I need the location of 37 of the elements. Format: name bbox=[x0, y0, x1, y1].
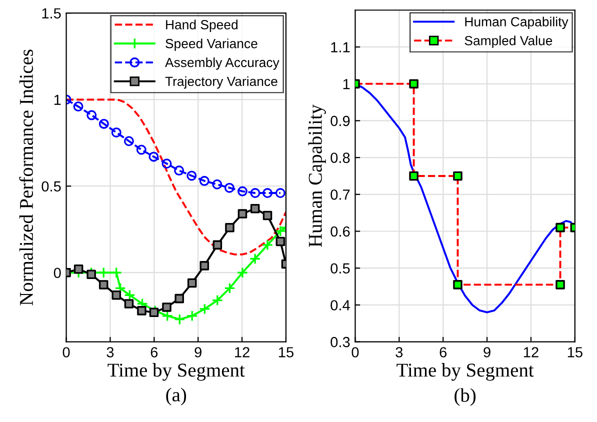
y-tick-label: 0.3 bbox=[330, 336, 350, 348]
legend-label: Sampled Value bbox=[464, 36, 552, 48]
y-tick-label: 0.4 bbox=[330, 300, 350, 310]
legend-label: Trajectory Variance bbox=[165, 76, 278, 89]
x-tick-label: 9 bbox=[484, 347, 490, 358]
y-tick-label: 1.1 bbox=[331, 42, 350, 52]
y-tick-label: 0.6 bbox=[330, 226, 350, 237]
y-tick-label: 1.5 bbox=[42, 8, 61, 19]
legend-label: Hand Speed bbox=[166, 20, 238, 32]
x-tick-label: 9 bbox=[194, 347, 202, 358]
x-axis-title: Time by Segment bbox=[108, 363, 245, 381]
x-tick-label: 15 bbox=[278, 347, 294, 358]
legend-label: Speed Variance bbox=[166, 38, 258, 51]
text: (b) bbox=[454, 388, 476, 406]
x-tick-label: 3 bbox=[396, 347, 403, 358]
x-tick-label: 0 bbox=[352, 347, 359, 358]
x-axis-title: Time by Segment bbox=[396, 363, 534, 381]
y-tick-label: 1 bbox=[343, 79, 350, 90]
legend-label: Human Capability bbox=[465, 16, 568, 30]
y-tick-label: 1 bbox=[54, 94, 61, 105]
x-tick-label: 6 bbox=[150, 347, 158, 358]
y-tick-label: 0.9 bbox=[330, 116, 350, 126]
x-tick-label: 12 bbox=[235, 347, 250, 358]
y-tick-label: 0.7 bbox=[330, 190, 350, 200]
x-tick-label: 15 bbox=[568, 347, 582, 358]
y-axis-title: Normalized Performance Indices bbox=[19, 50, 34, 306]
x-tick-label: 12 bbox=[524, 347, 538, 358]
y-tick-label: 0.8 bbox=[330, 152, 350, 163]
x-tick-label: 3 bbox=[106, 347, 114, 358]
x-tick-label: 6 bbox=[440, 347, 447, 358]
text: (a) bbox=[166, 388, 186, 406]
y-axis-title: Human Capability bbox=[308, 104, 326, 247]
legend-label: Assembly Accuracy bbox=[165, 57, 280, 70]
y-tick-label: 0.5 bbox=[330, 263, 350, 274]
x-tick-label: 0 bbox=[62, 347, 70, 358]
y-tick-label: 0 bbox=[54, 268, 61, 278]
y-tick-label: 0.5 bbox=[42, 181, 61, 192]
